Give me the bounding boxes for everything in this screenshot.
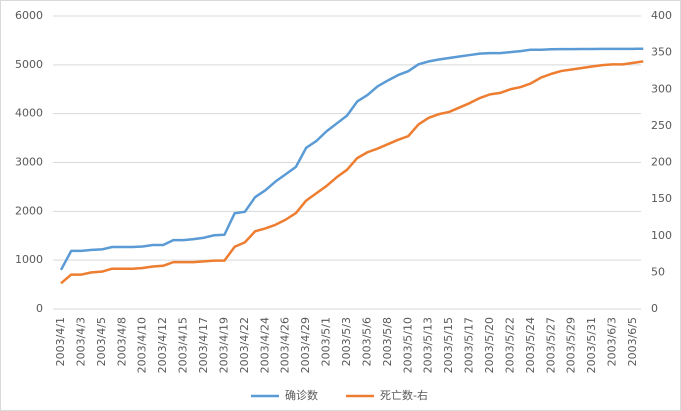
x-tick-label: 2003/4/24 <box>258 317 271 373</box>
x-tick-label: 2003/4/8 <box>115 317 128 366</box>
x-tick-label: 2003/5/3 <box>340 317 353 366</box>
y2-tick-label: 150 <box>651 192 672 205</box>
x-tick-label: 2003/4/19 <box>217 317 230 373</box>
x-tick-label: 2003/4/10 <box>136 317 149 373</box>
legend-label: 死亡数-右 <box>380 388 428 402</box>
y2-tick-label: 300 <box>651 82 672 95</box>
series-line <box>59 47 644 271</box>
x-tick-label: 2003/4/17 <box>197 317 210 373</box>
x-tick-label: 2003/6/5 <box>626 317 639 366</box>
x-tick-label: 2003/5/8 <box>381 317 394 366</box>
y-tick-label: 5000 <box>15 58 43 71</box>
x-tick-label: 2003/4/22 <box>238 317 251 373</box>
x-tick-label: 2003/5/15 <box>442 317 455 373</box>
y-tick-label: 1000 <box>15 253 43 266</box>
x-tick-label: 2003/5/27 <box>544 317 557 373</box>
x-tick-label: 2003/5/13 <box>422 317 435 373</box>
x-tick-label: 2003/4/3 <box>74 317 87 366</box>
x-tick-label: 2003/5/10 <box>401 317 414 373</box>
x-tick-label: 2003/5/31 <box>585 317 598 373</box>
y-tick-label: 6000 <box>15 9 43 22</box>
y2-tick-label: 400 <box>651 9 672 22</box>
legend-label: 确诊数 <box>285 388 318 402</box>
x-tick-label: 2003/4/15 <box>177 317 190 373</box>
x-tick-label: 2003/5/22 <box>503 317 516 373</box>
x-tick-label: 2003/5/20 <box>483 317 496 373</box>
y2-tick-label: 250 <box>651 119 672 132</box>
y-tick-label: 4000 <box>15 107 43 120</box>
y2-tick-label: 50 <box>651 265 665 278</box>
x-tick-label: 2003/5/17 <box>463 317 476 373</box>
x-tick-label: 2003/4/5 <box>95 317 108 366</box>
y2-tick-label: 100 <box>651 229 672 242</box>
series-line <box>60 60 644 285</box>
y-tick-label: 2000 <box>15 204 43 217</box>
y2-tick-label: 0 <box>651 302 658 315</box>
x-tick-label: 2003/4/29 <box>299 317 312 373</box>
x-tick-label: 2003/5/29 <box>565 317 578 373</box>
x-tick-label: 2003/4/26 <box>279 317 292 373</box>
x-tick-label: 2003/5/6 <box>360 317 373 366</box>
x-tick-label: 2003/4/12 <box>156 317 169 373</box>
x-tick-label: 2003/6/3 <box>606 317 619 366</box>
x-tick-label: 2003/4/1 <box>54 317 67 366</box>
y-tick-label: 3000 <box>15 156 43 169</box>
y2-tick-label: 200 <box>651 156 672 169</box>
y2-tick-label: 350 <box>651 46 672 59</box>
x-tick-label: 2003/5/1 <box>320 317 333 366</box>
y-tick-label: 0 <box>36 302 43 315</box>
x-tick-label: 2003/5/24 <box>524 317 537 373</box>
